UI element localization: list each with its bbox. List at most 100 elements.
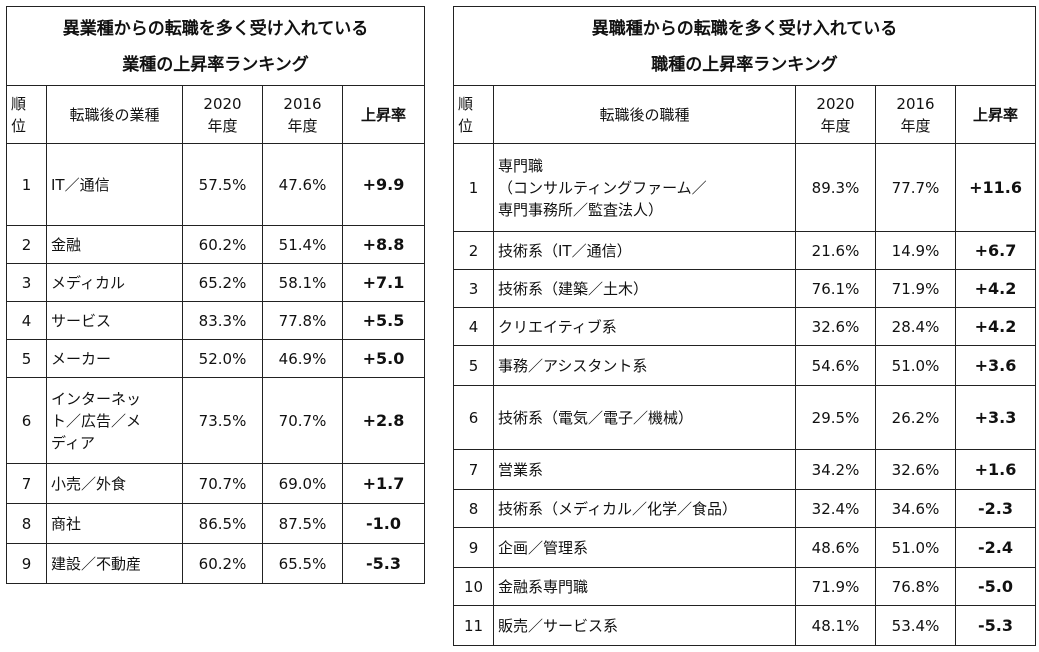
name-cell: インターネッ ト／広告／メ ディア	[46, 377, 183, 464]
table-row: 5 事務／アシスタント系 54.6% 51.0% +3.6	[453, 345, 1037, 386]
value-2020-cell: 32.6%	[795, 307, 876, 346]
name-cell: サービス	[46, 301, 183, 340]
rate-cell: +3.3	[954, 385, 1037, 450]
value-2020-cell: 73.5%	[182, 377, 263, 464]
name-cell: 営業系	[493, 449, 796, 490]
table-row: 9 企画／管理系 48.6% 51.0% -2.4	[453, 527, 1037, 568]
rate-cell: +5.5	[341, 301, 426, 340]
value-2016-cell: 76.8%	[875, 567, 956, 606]
table-row: 3 技術系（建築／土木） 76.1% 71.9% +4.2	[453, 269, 1037, 308]
rate-cell: +4.2	[954, 269, 1037, 308]
rate-cell: -2.4	[954, 527, 1037, 568]
value-2016-cell: 51.4%	[262, 225, 343, 264]
rate-cell: -5.3	[341, 543, 426, 584]
table-row: 7 営業系 34.2% 32.6% +1.6	[453, 449, 1037, 490]
value-2020-cell: 29.5%	[795, 385, 876, 450]
table-row: 7 小売／外食 70.7% 69.0% +1.7	[6, 463, 426, 504]
rate-cell: +2.8	[341, 377, 426, 464]
year-2020-header: 2020 年度	[182, 85, 263, 144]
rate-cell: +7.1	[341, 263, 426, 302]
name-cell: メディカル	[46, 263, 183, 302]
value-2020-cell: 83.3%	[182, 301, 263, 340]
name-cell: 小売／外食	[46, 463, 183, 504]
value-2020-cell: 52.0%	[182, 339, 263, 378]
value-2016-cell: 28.4%	[875, 307, 956, 346]
table-row: 3 メディカル 65.2% 58.1% +7.1	[6, 263, 426, 302]
industry-ranking-table: 異業種からの転職を多く受け入れている 業種の上昇率ランキング 順 位 転職後の業…	[5, 6, 426, 584]
value-2020-cell: 60.2%	[182, 225, 263, 264]
rate-cell: -1.0	[341, 503, 426, 544]
rank-cell: 1	[6, 143, 47, 226]
name-cell: 販売／サービス系	[493, 605, 796, 646]
rate-header: 上昇率	[954, 85, 1037, 144]
name-cell: 技術系（メディカル／化学／食品）	[493, 489, 796, 528]
rate-cell: +5.0	[341, 339, 426, 378]
table-row: 4 クリエイティブ系 32.6% 28.4% +4.2	[453, 307, 1037, 346]
rate-cell: +1.6	[954, 449, 1037, 490]
industry-header: 転職後の業種	[46, 85, 183, 144]
value-2020-cell: 65.2%	[182, 263, 263, 302]
table-row: 6 インターネッ ト／広告／メ ディア 73.5% 70.7% +2.8	[6, 377, 426, 464]
rate-header: 上昇率	[341, 85, 426, 144]
value-2016-cell: 77.7%	[875, 143, 956, 232]
table-row: 2 金融 60.2% 51.4% +8.8	[6, 225, 426, 264]
table-title: 異業種からの転職を多く受け入れている 業種の上昇率ランキング	[5, 6, 426, 86]
name-cell: IT／通信	[46, 143, 183, 226]
value-2016-cell: 26.2%	[875, 385, 956, 450]
rank-cell: 5	[6, 339, 47, 378]
value-2016-cell: 69.0%	[262, 463, 343, 504]
rank-cell: 7	[6, 463, 47, 504]
rank-cell: 1	[453, 143, 494, 232]
table-title: 異職種からの転職を多く受け入れている 職種の上昇率ランキング	[452, 6, 1037, 86]
table-title-line-2: 業種の上昇率ランキング	[122, 55, 309, 75]
name-cell: 技術系（電気／電子／機械）	[493, 385, 796, 450]
value-2020-cell: 48.6%	[795, 527, 876, 568]
table-row: 9 建設／不動産 60.2% 65.5% -5.3	[6, 543, 426, 584]
rate-cell: -2.3	[954, 489, 1037, 528]
occupation-header: 転職後の職種	[493, 85, 796, 144]
value-2020-cell: 70.7%	[182, 463, 263, 504]
name-cell: 金融	[46, 225, 183, 264]
name-cell: メーカー	[46, 339, 183, 378]
table-title-line-1: 異業種からの転職を多く受け入れている	[62, 19, 369, 39]
rate-cell: -5.0	[954, 567, 1037, 606]
value-2020-cell: 71.9%	[795, 567, 876, 606]
name-cell: 商社	[46, 503, 183, 544]
value-2016-cell: 47.6%	[262, 143, 343, 226]
name-cell: 技術系（建築／土木）	[493, 269, 796, 308]
rank-cell: 8	[453, 489, 494, 528]
table-title-line-1: 異職種からの転職を多く受け入れている	[591, 19, 898, 39]
value-2016-cell: 71.9%	[875, 269, 956, 308]
rank-cell: 11	[453, 605, 494, 646]
value-2016-cell: 58.1%	[262, 263, 343, 302]
rank-cell: 3	[453, 269, 494, 308]
rate-cell: +8.8	[341, 225, 426, 264]
rank-cell: 2	[6, 225, 47, 264]
value-2020-cell: 21.6%	[795, 231, 876, 270]
table-row: 2 技術系（IT／通信） 21.6% 14.9% +6.7	[453, 231, 1037, 270]
rank-header: 順 位	[453, 85, 494, 144]
value-2020-cell: 48.1%	[795, 605, 876, 646]
year-2016-header: 2016 年度	[875, 85, 956, 144]
rate-cell: +1.7	[341, 463, 426, 504]
value-2016-cell: 46.9%	[262, 339, 343, 378]
name-cell: 技術系（IT／通信）	[493, 231, 796, 270]
value-2016-cell: 14.9%	[875, 231, 956, 270]
value-2020-cell: 54.6%	[795, 345, 876, 386]
rank-cell: 2	[453, 231, 494, 270]
table-row: 5 メーカー 52.0% 46.9% +5.0	[6, 339, 426, 378]
name-cell: 専門職 （コンサルティングファーム／ 専門事務所／監査法人）	[493, 143, 796, 232]
rank-header: 順 位	[6, 85, 47, 144]
rate-cell: +9.9	[341, 143, 426, 226]
rate-cell: +11.6	[954, 143, 1037, 232]
header-row: 順 位 転職後の職種 2020 年度 2016 年度 上昇率	[453, 85, 1037, 144]
table-row: 10 金融系専門職 71.9% 76.8% -5.0	[453, 567, 1037, 606]
table-row: 1 専門職 （コンサルティングファーム／ 専門事務所／監査法人） 89.3% 77.7…	[453, 143, 1037, 232]
rank-cell: 4	[6, 301, 47, 340]
table-row: 8 商社 86.5% 87.5% -1.0	[6, 503, 426, 544]
rank-cell: 4	[453, 307, 494, 346]
value-2016-cell: 65.5%	[262, 543, 343, 584]
value-2016-cell: 32.6%	[875, 449, 956, 490]
value-2016-cell: 51.0%	[875, 527, 956, 568]
rank-cell: 5	[453, 345, 494, 386]
